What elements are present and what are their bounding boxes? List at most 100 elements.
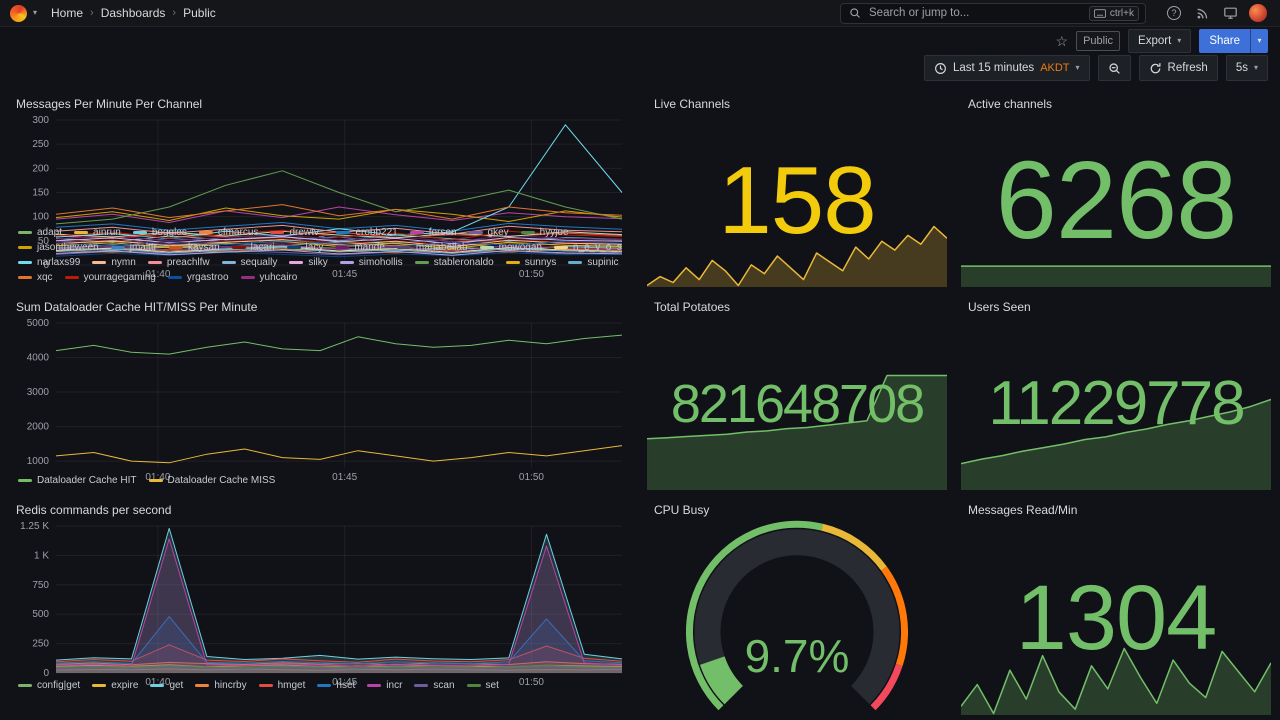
svg-text:0: 0 (43, 260, 49, 271)
series-name: expire (111, 680, 139, 691)
sparkline (961, 398, 1271, 490)
display-button[interactable] (1218, 1, 1242, 25)
legend-item[interactable]: forsen (409, 226, 457, 239)
star-icon: ☆ (1055, 32, 1069, 49)
legend-item[interactable]: yrgastroo (167, 271, 229, 284)
breadcrumb-dashboards[interactable]: Dashboards (100, 6, 166, 20)
chevron-down-icon[interactable]: ▾ (33, 8, 38, 17)
legend-item[interactable]: config|get (18, 679, 80, 692)
legend-item[interactable]: boggles (132, 226, 187, 239)
svg-text:01:40: 01:40 (145, 677, 170, 688)
legend-item[interactable]: stableronaldo (414, 256, 494, 269)
panel-messages-per-minute: Messages Per Minute Per Channel 0 50 100 15… (8, 91, 634, 288)
help-button[interactable]: ? (1162, 1, 1186, 25)
legend-item[interactable]: preachlfw (147, 256, 210, 269)
panel-title[interactable]: CPU Busy (654, 503, 710, 517)
legend-item[interactable]: hmget (258, 679, 305, 692)
legend-item[interactable]: yourragegaming (64, 271, 156, 284)
export-button[interactable]: Export ▾ (1128, 29, 1192, 53)
legend-item[interactable]: jmalttr (110, 241, 157, 254)
legend-item[interactable]: narlaxs99 (18, 256, 80, 269)
legend-item[interactable]: supinic (568, 256, 619, 269)
panel-title[interactable]: Active channels (968, 97, 1053, 111)
legend-item[interactable]: erobb221 (336, 226, 398, 239)
series-color-swatch (414, 261, 429, 264)
refresh-interval-picker[interactable]: 5s ▾ (1225, 55, 1268, 81)
refresh-button[interactable]: Refresh (1138, 55, 1218, 81)
share-button[interactable]: Share (1199, 29, 1250, 53)
stat-value: 6268 (995, 138, 1238, 262)
series-name: jasontheween (37, 242, 99, 253)
legend-item[interactable]: gkey (468, 226, 509, 239)
time-range-picker[interactable]: Last 15 minutes AKDT ▾ (924, 55, 1090, 81)
series-color-swatch (568, 261, 583, 264)
legend-item[interactable]: mowogan (479, 241, 542, 254)
series-name: sunnys (524, 257, 557, 268)
panel-live-channels: Live Channels 158 (646, 91, 948, 288)
legend-item[interactable]: scan (414, 679, 455, 692)
legend-item[interactable]: cfmarcus (198, 226, 258, 239)
legend-item[interactable]: mariabellab (396, 241, 468, 254)
series-color-swatch (479, 246, 494, 249)
series-color-swatch (18, 684, 32, 687)
series-color-swatch (132, 231, 147, 234)
search-input[interactable]: Search or jump to... ctrl+k (840, 2, 1146, 24)
zoom-out-button[interactable] (1097, 55, 1131, 81)
dashboard-grid: Messages Per Minute Per Channel 0 50 100 15… (0, 87, 1280, 716)
timeseries-chart[interactable]: 0 250 500 750 1 K 1.25 K 01:40 01:45 01:50 (16, 520, 626, 688)
series-name: mande (354, 242, 385, 253)
panel-title[interactable]: Users Seen (968, 300, 1031, 314)
legend-item[interactable]: incr (367, 679, 402, 692)
legend-item[interactable]: hincrby (195, 679, 247, 692)
legend-item[interactable]: mande (335, 241, 385, 254)
legend-item[interactable]: hyyjoe (520, 226, 569, 239)
legend-item[interactable]: lacy (286, 241, 323, 254)
panel-title[interactable]: Total Potatoes (654, 300, 731, 314)
legend-item[interactable]: nymn (92, 256, 136, 269)
legend-item[interactable]: silky (289, 256, 328, 269)
series-name: mowogan (498, 242, 542, 253)
legend-item[interactable]: get (150, 679, 183, 692)
legend-item[interactable]: set (466, 679, 499, 692)
timeseries-chart[interactable]: 1000 2000 3000 4000 5000 01:40 01:45 01:50 (16, 317, 626, 483)
panel-title[interactable]: Live Channels (654, 97, 731, 111)
series-color-swatch (396, 246, 411, 249)
legend-item[interactable]: kaysan (168, 241, 220, 254)
news-button[interactable] (1190, 1, 1214, 25)
legend-item[interactable]: lacari (231, 241, 275, 254)
panel-title[interactable]: Sum Dataloader Cache HIT/MISS Per Minute (16, 300, 258, 314)
series-name: simohollis (358, 257, 403, 268)
legend-item[interactable]: yuhcairo (240, 271, 297, 284)
breadcrumb-home[interactable]: Home (51, 6, 84, 20)
legend-item[interactable]: xqc (18, 271, 53, 284)
series-color-swatch (317, 684, 332, 687)
legend-item[interactable]: Dataloader Cache MISS (148, 474, 275, 487)
dashboard-tag-public[interactable]: Public (1076, 31, 1121, 51)
share-menu-button[interactable]: ▾ (1250, 29, 1268, 53)
legend-item[interactable]: expire (92, 679, 138, 692)
legend-item[interactable]: n_e_v_o_s (553, 241, 622, 254)
panel-title[interactable]: Messages Per Minute Per Channel (16, 97, 203, 111)
legend-item[interactable]: sunnys (505, 256, 557, 269)
legend-item[interactable]: drewtv_ (270, 226, 324, 239)
breadcrumb-public[interactable]: Public (183, 6, 216, 20)
user-menu-button[interactable] (1246, 1, 1270, 25)
series-name: yrgastroo (186, 272, 229, 283)
panel-users-seen: Users Seen 11229778 (960, 294, 1272, 491)
legend-item[interactable]: hset (317, 679, 355, 692)
legend-item[interactable]: adapt (18, 226, 62, 239)
legend-item[interactable]: ainrun (74, 226, 121, 239)
legend-item[interactable]: Dataloader Cache HIT (18, 474, 137, 487)
grafana-logo[interactable] (10, 4, 27, 22)
legend-item[interactable]: simohollis (339, 256, 403, 269)
panel-title[interactable]: Messages Read/Min (968, 503, 1078, 517)
legend-item[interactable]: sequally (221, 256, 277, 269)
series-name: gkey (487, 227, 509, 238)
legend-item[interactable]: jasontheween (18, 241, 99, 254)
star-button[interactable]: ☆ (1056, 33, 1069, 50)
timeseries-chart[interactable]: 0 50 100 150 200 250 300 01:40 01:45 01:50 (16, 114, 626, 280)
stat-value: 158 (718, 146, 876, 254)
panel-title[interactable]: Redis commands per second (16, 503, 172, 517)
series-name: supinic (587, 257, 619, 268)
series-name: drewtv_ (289, 227, 325, 238)
